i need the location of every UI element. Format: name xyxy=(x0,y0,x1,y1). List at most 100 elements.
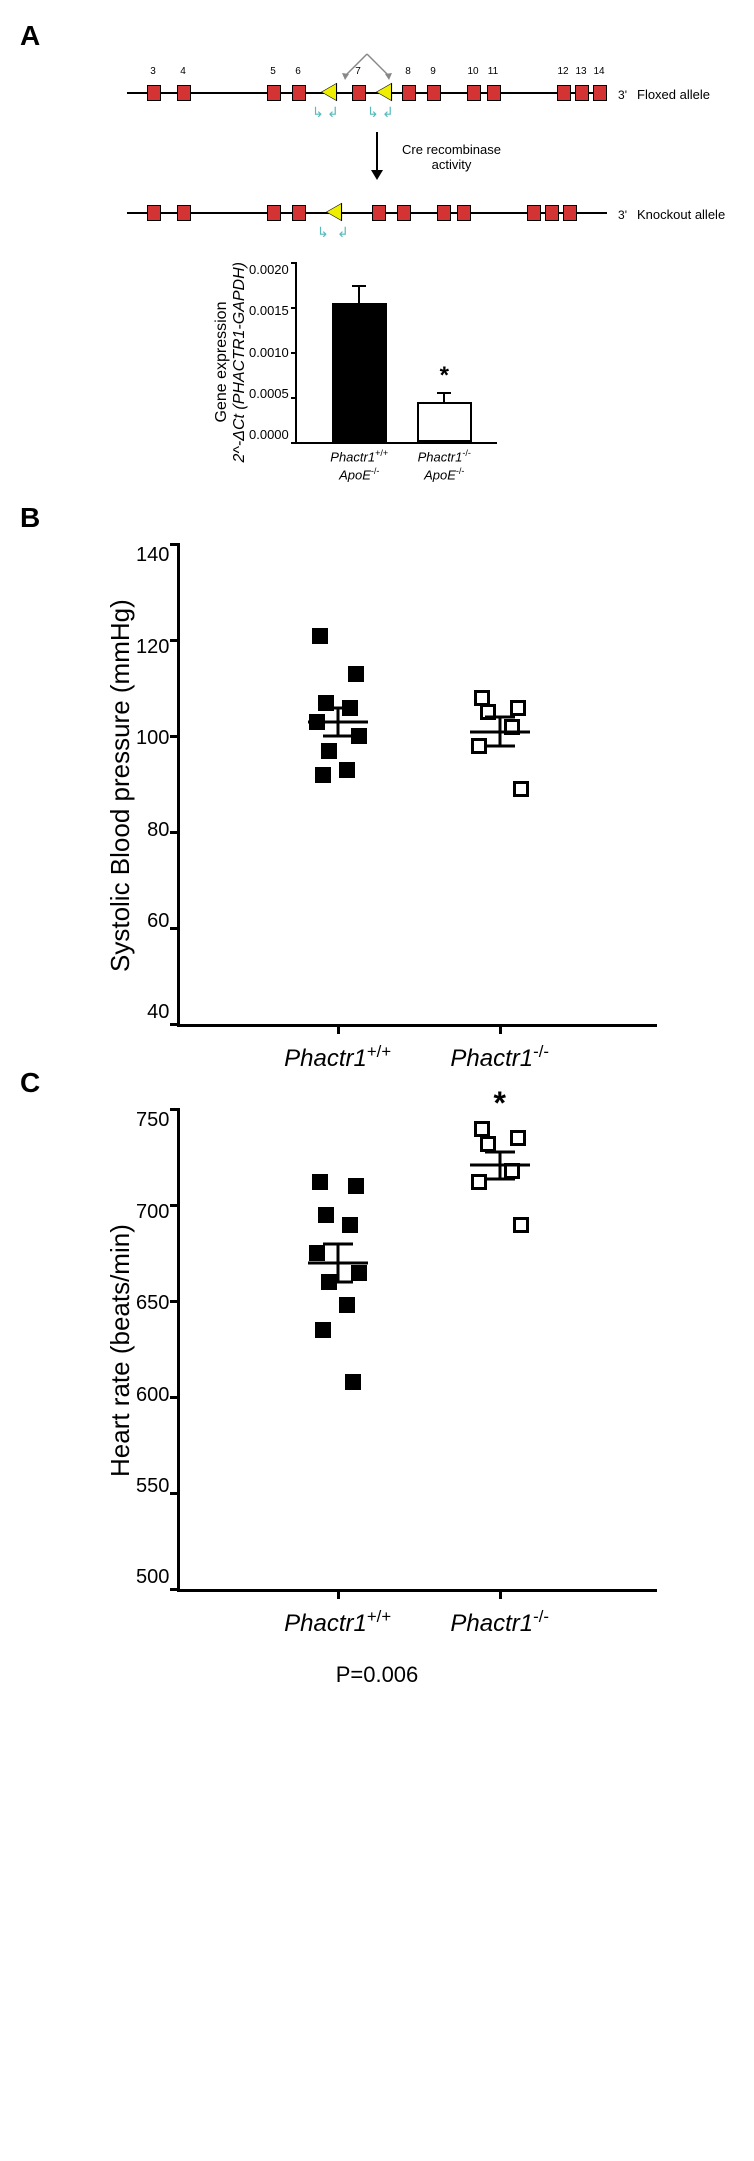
group-label: Phactr1-/- xyxy=(450,1607,549,1638)
exon-label: 9 xyxy=(430,66,436,77)
down-arrow-icon xyxy=(357,132,397,182)
data-point xyxy=(345,1374,361,1390)
ytick-label: 120 xyxy=(136,636,169,659)
data-point xyxy=(342,1217,358,1233)
allele-label: Floxed allele xyxy=(637,87,737,102)
data-point xyxy=(351,1265,367,1281)
ytick-label: 40 xyxy=(147,1001,169,1024)
hr-ylabel: Heart rate (beats/min) xyxy=(97,1109,136,1592)
exon-label: 14 xyxy=(593,66,604,77)
primer-arrow-icon: ↲ xyxy=(382,104,394,121)
data-point xyxy=(348,666,364,682)
bp-plot-area: Phactr1+/+Phactr1-/- xyxy=(177,544,657,1027)
ytick-label: 600 xyxy=(136,1384,169,1407)
data-point xyxy=(510,1130,526,1146)
data-point xyxy=(315,1322,331,1338)
exon xyxy=(467,85,481,101)
primer-arrow-icon: ↳ xyxy=(312,104,324,121)
gene-expression-barchart: Gene expression 2^-ΔCt (PHACTR1-GAPDH) 0… xyxy=(207,262,547,462)
loxp-site-icon xyxy=(322,84,336,100)
ytick-label: 0.0000 xyxy=(249,427,289,442)
data-point xyxy=(312,628,328,644)
primer-arrow-icon: ↲ xyxy=(337,224,349,241)
exon xyxy=(292,85,306,101)
exon-label: 10 xyxy=(467,66,478,77)
exon xyxy=(402,85,416,101)
exon-label: 4 xyxy=(180,66,186,77)
hr-scatter: Heart rate (beats/min) 750 700 650 600 550 50… xyxy=(97,1109,657,1592)
knockout-allele-row: 3' ↳↲Knockout allele xyxy=(127,182,627,242)
exon xyxy=(147,205,161,221)
bar-ytick-labels: 0.00200.00150.00100.00050.0000 xyxy=(249,262,295,442)
significance-star: * xyxy=(440,362,449,390)
panel-b-label: B xyxy=(20,502,734,534)
ytick-label: 500 xyxy=(136,1566,169,1589)
exon xyxy=(267,205,281,221)
bar-plot-area: Phactr1+/+ApoE-/-*Phactr1-/-ApoE-/- xyxy=(295,262,497,444)
data-point xyxy=(351,728,367,744)
panel-a-label: A xyxy=(20,20,734,52)
ytick-label: 0.0020 xyxy=(249,262,289,277)
allele-label: Knockout allele xyxy=(637,207,737,222)
ytick-label: 140 xyxy=(136,544,169,567)
exon-label: 12 xyxy=(557,66,568,77)
three-prime: 3' xyxy=(618,208,627,222)
splice-arrows-icon xyxy=(327,52,407,82)
loxp-site-icon xyxy=(377,84,391,100)
bar-ylabel: Gene expression 2^-ΔCt (PHACTR1-GAPDH) xyxy=(207,262,249,462)
panel-b: B Systolic Blood pressure (mmHg) 140 120 1… xyxy=(20,502,734,1027)
cre-label: Cre recombinase activity xyxy=(402,142,501,172)
primer-arrow-icon: ↳ xyxy=(367,104,379,121)
ytick-label: 700 xyxy=(136,1201,169,1224)
bar: *Phactr1-/-ApoE-/- xyxy=(417,402,472,443)
ytick-label: 60 xyxy=(147,910,169,933)
exon xyxy=(593,85,607,101)
ytick-label: 550 xyxy=(136,1475,169,1498)
exon-label: 6 xyxy=(295,66,301,77)
exon-label: 5 xyxy=(270,66,276,77)
ytick-label: 0.0010 xyxy=(249,345,289,360)
group-label: Phactr1-/- xyxy=(450,1042,549,1073)
group-label: Phactr1+/+ xyxy=(284,1607,391,1638)
ytick-label: 750 xyxy=(136,1109,169,1132)
exon xyxy=(563,205,577,221)
exon xyxy=(372,205,386,221)
primer-arrow-icon: ↳ xyxy=(317,224,329,241)
exon xyxy=(527,205,541,221)
exon xyxy=(267,85,281,101)
data-point xyxy=(309,1245,325,1261)
exon xyxy=(545,205,559,221)
data-point xyxy=(513,1217,529,1233)
data-point xyxy=(321,743,337,759)
p-value: P=0.006 xyxy=(20,1662,734,1688)
ytick-label: 100 xyxy=(136,727,169,750)
exon xyxy=(177,85,191,101)
exon-label: 13 xyxy=(575,66,586,77)
bar-xlabel: Phactr1-/-ApoE-/- xyxy=(418,448,471,484)
primer-arrow-icon: ↲ xyxy=(327,104,339,121)
ytick-label: 650 xyxy=(136,1292,169,1315)
data-point xyxy=(348,1178,364,1194)
exon xyxy=(397,205,411,221)
exon xyxy=(292,205,306,221)
hr-plot-area: Phactr1+/+*Phactr1-/- xyxy=(177,1109,657,1592)
data-point xyxy=(339,1297,355,1313)
exon-label: 3 xyxy=(150,66,156,77)
exon xyxy=(437,205,451,221)
exon xyxy=(352,85,366,101)
group-label: Phactr1+/+ xyxy=(284,1042,391,1073)
exon xyxy=(457,205,471,221)
data-point xyxy=(474,1121,490,1137)
data-point xyxy=(318,1207,334,1223)
significance-star: * xyxy=(493,1085,505,1122)
bp-scatter: Systolic Blood pressure (mmHg) 140 120 100… xyxy=(97,544,657,1027)
exon xyxy=(177,205,191,221)
cre-arrow: Cre recombinase activity xyxy=(127,132,627,182)
ytick-label: 0.0015 xyxy=(249,303,289,318)
gene-diagram: 3' 34567891011121314↳↲↳↲Floxed allele Cr… xyxy=(127,62,627,242)
data-point xyxy=(513,781,529,797)
data-point xyxy=(315,767,331,783)
bp-ylabel: Systolic Blood pressure (mmHg) xyxy=(97,544,136,1027)
panel-a: A 3' 34567891011121314↳↲↳↲Floxed allele … xyxy=(20,20,734,462)
panel-c: C Heart rate (beats/min) 750700650600550… xyxy=(20,1067,734,1688)
